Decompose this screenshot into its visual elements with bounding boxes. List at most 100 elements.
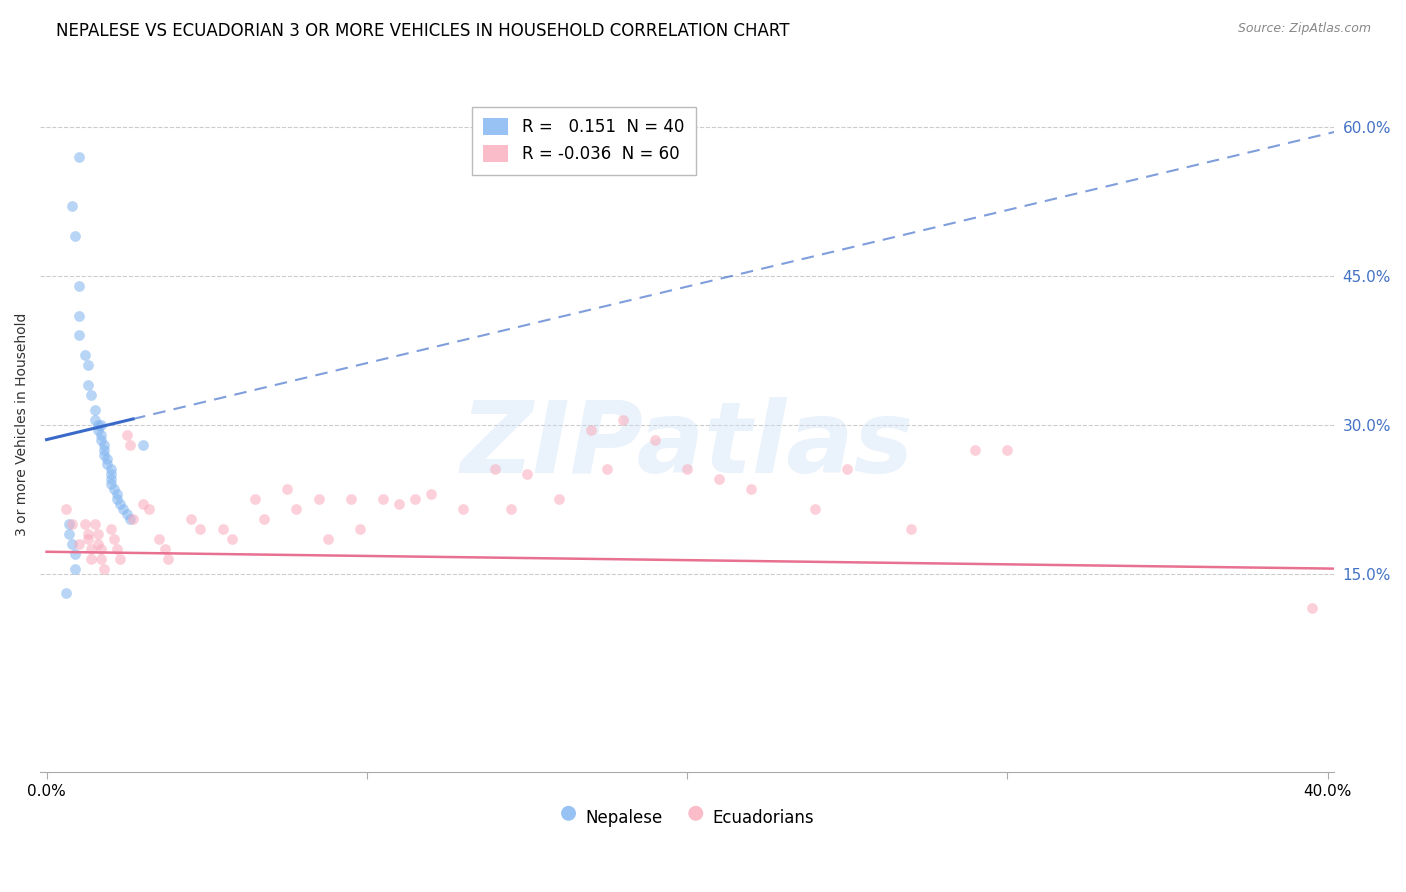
Point [419, 487, 441, 501]
Point [83, 402, 105, 417]
Point [180, 512, 202, 526]
Point [93, 442, 115, 457]
Point [90, 551, 112, 566]
Point [60, 516, 83, 531]
Point [96, 452, 118, 467]
Point [100, 477, 122, 491]
Point [67, 150, 90, 164]
Point [340, 492, 363, 507]
Point [965, 442, 987, 457]
Point [318, 532, 340, 546]
Point [90, 427, 112, 442]
Point [87, 537, 110, 551]
Point [131, 437, 153, 451]
Point [103, 532, 125, 546]
Point [90, 433, 112, 447]
Point [100, 522, 122, 536]
Point [153, 541, 176, 556]
Point [87, 423, 110, 437]
Point [93, 448, 115, 462]
Point [96, 458, 118, 472]
Point [105, 487, 128, 501]
Point [77, 358, 100, 372]
Point [90, 541, 112, 556]
Point [612, 413, 634, 427]
Point [90, 417, 112, 432]
Point [87, 527, 110, 541]
Point [87, 417, 110, 432]
Point [100, 467, 122, 482]
Point [55, 586, 77, 600]
Point [112, 502, 135, 516]
Point [211, 522, 233, 536]
Point [118, 437, 141, 451]
Point [58, 516, 80, 531]
Point [58, 527, 80, 541]
Point [308, 492, 330, 507]
Point [67, 537, 90, 551]
Point [93, 561, 115, 575]
Point [77, 527, 100, 541]
Point [709, 472, 731, 486]
Point [60, 537, 83, 551]
Point [371, 492, 394, 507]
Point [80, 388, 103, 402]
Point [276, 482, 298, 496]
Point [73, 348, 96, 362]
Point [837, 462, 859, 476]
Point [100, 472, 122, 486]
Point [900, 522, 922, 536]
Point [1301, 601, 1323, 615]
Point [157, 551, 180, 566]
Point [105, 492, 128, 507]
Point [484, 462, 506, 476]
Point [73, 516, 96, 531]
Point [451, 502, 474, 516]
Text: ZIPatlas: ZIPatlas [461, 397, 914, 494]
Point [404, 492, 426, 507]
Point [499, 502, 522, 516]
Point [548, 492, 571, 507]
Point [93, 437, 115, 451]
Point [148, 532, 170, 546]
Point [115, 427, 138, 442]
Point [77, 532, 100, 546]
Text: Source: ZipAtlas.com: Source: ZipAtlas.com [1237, 22, 1371, 36]
Point [83, 413, 105, 427]
Point [221, 532, 243, 546]
Point [804, 502, 827, 516]
Point [65, 547, 87, 561]
Point [65, 561, 87, 575]
Point [243, 492, 266, 507]
Point [108, 551, 131, 566]
Point [77, 378, 100, 392]
Point [122, 512, 145, 526]
Point [67, 328, 90, 343]
Point [676, 462, 699, 476]
Y-axis label: 3 or more Vehicles in Household: 3 or more Vehicles in Household [15, 313, 30, 536]
Point [100, 462, 122, 476]
Point [596, 462, 619, 476]
Point [740, 482, 762, 496]
Point [349, 522, 371, 536]
Point [115, 507, 138, 521]
Point [118, 512, 141, 526]
Point [285, 502, 308, 516]
Point [105, 541, 128, 556]
Point [60, 199, 83, 213]
Point [67, 278, 90, 293]
Point [131, 497, 153, 511]
Point [997, 442, 1019, 457]
Point [188, 522, 211, 536]
Point [65, 229, 87, 244]
Point [103, 482, 125, 496]
Text: NEPALESE VS ECUADORIAN 3 OR MORE VEHICLES IN HOUSEHOLD CORRELATION CHART: NEPALESE VS ECUADORIAN 3 OR MORE VEHICLE… [56, 22, 790, 40]
Point [83, 516, 105, 531]
Point [388, 497, 411, 511]
Point [55, 502, 77, 516]
Point [67, 309, 90, 323]
Point [108, 497, 131, 511]
Point [644, 433, 666, 447]
Point [516, 467, 538, 482]
Point [253, 512, 276, 526]
